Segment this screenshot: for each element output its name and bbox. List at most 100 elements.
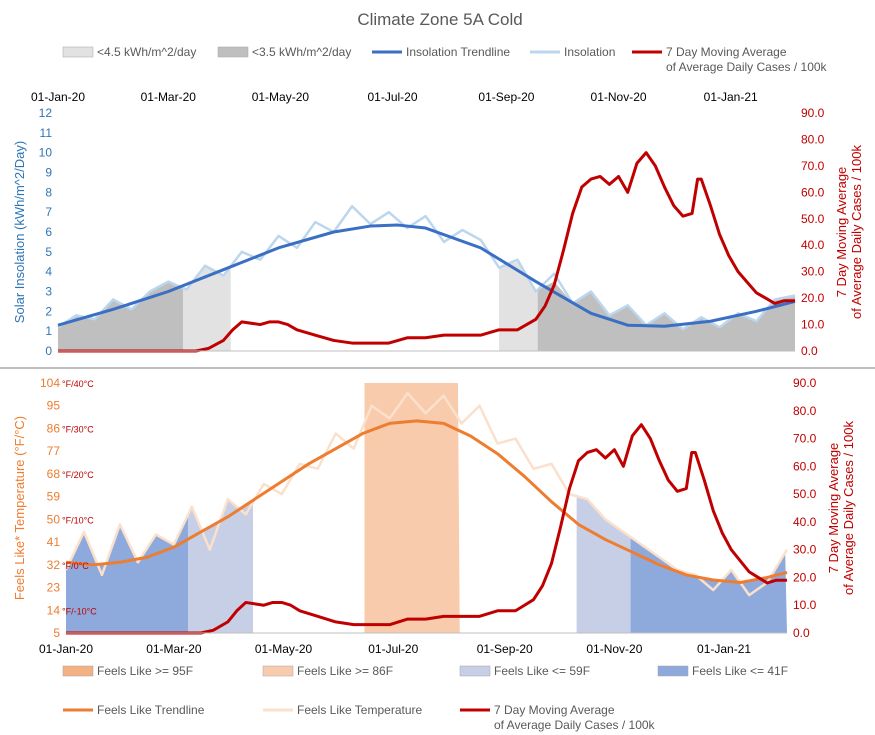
y-right-tick-1-9: 90.0 [793, 376, 817, 390]
x-tick-1-3: 01-Jul-20 [368, 642, 418, 656]
legend-label-0-1: <3.5 kWh/m^2/day [252, 45, 351, 59]
y-right-tick-0-1: 10.0 [801, 318, 825, 332]
y-left-tick-1-6: 59 [47, 490, 61, 504]
band-1-1 [188, 499, 253, 633]
bottom-panel: 5 14 23 32 41 50 59 68 77 86 95 104 °F/-10°C °F/0°C °F… [12, 376, 856, 656]
y-left-tick-0-10: 10 [39, 146, 53, 160]
top-legend: <4.5 kWh/m^2/day <3.5 kWh/m^2/day Insolati… [62, 45, 828, 74]
y-left-tick-0-8: 8 [45, 185, 52, 199]
legend-label-0-4: 7 Day Moving Average [666, 45, 787, 59]
band-1-0 [66, 514, 189, 633]
y-left-tick-1-8: 77 [47, 444, 61, 458]
celsius-label-2: °F/10°C [62, 515, 94, 525]
y-right-tick-1-5: 50.0 [793, 487, 817, 501]
y-right-tick-0-2: 20.0 [801, 291, 825, 305]
cases-moving-average-line-1 [66, 423, 787, 635]
y-left-tick-0-0: 0 [45, 344, 52, 358]
x-tick-0-6: 01-Jan-21 [704, 90, 758, 104]
y-left-tick-0-5: 5 [45, 245, 52, 259]
y-right-tick-0-4: 40.0 [801, 238, 825, 252]
y-left-tick-0-11: 11 [40, 126, 53, 140]
y-right-label-0-1: of Average Daily Cases / 100k [849, 145, 864, 319]
y-right-tick-0-8: 80.0 [801, 132, 825, 146]
top-panel: 01234567891011120.010.020.030.040.050.06… [12, 90, 864, 358]
y-right-tick-1-7: 70.0 [793, 432, 817, 446]
y-left-tick-1-3: 32 [47, 558, 61, 572]
legend-swatch-1-3 [657, 665, 689, 677]
y-left-tick-0-12: 12 [39, 106, 53, 120]
legend-label-1-5: Feels Like Temperature [297, 703, 423, 717]
legend-label2-1-6: of Average Daily Cases / 100k [494, 718, 656, 732]
y-right-label-1-0: 7 Day Moving Average [826, 443, 841, 574]
feels-like-line [64, 391, 789, 597]
y-right-tick-1-0: 0.0 [793, 626, 810, 640]
y-left-tick-1-7: 68 [47, 467, 61, 481]
y-left-tick-0-3: 3 [45, 285, 52, 299]
celsius-label-5: °F/40°C [62, 379, 94, 389]
y-right-tick-0-3: 30.0 [801, 265, 825, 279]
y-right-tick-1-1: 10.0 [793, 598, 817, 612]
x-tick-0-0: 01-Jan-20 [31, 90, 85, 104]
legend-swatch-0-0 [62, 46, 94, 58]
x-tick-1-4: 01-Sep-20 [477, 642, 533, 656]
y-left-tick-0-4: 4 [45, 265, 52, 279]
y-right-tick-0-7: 70.0 [801, 159, 825, 173]
celsius-label-0: °F/-10°C [62, 606, 97, 616]
y-right-tick-0-5: 50.0 [801, 212, 825, 226]
legend-label-1-2: Feels Like <= 59F [494, 664, 590, 678]
legend-swatch-1-1 [262, 665, 294, 677]
y-left-label-0: Solar Insolation (kWh/m^2/Day) [12, 141, 27, 323]
legend-label-0-0: <4.5 kWh/m^2/day [97, 45, 196, 59]
band-1-2 [364, 383, 460, 633]
legend-label-1-1: Feels Like >= 86F [297, 664, 393, 678]
chart-title: Climate Zone 5A Cold [357, 10, 522, 29]
x-tick-0-1: 01-Mar-20 [141, 90, 197, 104]
y-right-tick-1-8: 80.0 [793, 404, 817, 418]
y-left-tick-0-6: 6 [45, 225, 52, 239]
y-left-tick-1-9: 86 [47, 421, 61, 435]
legend-label-1-6: 7 Day Moving Average [494, 703, 615, 717]
legend-label2-0-4: of Average Daily Cases / 100k [666, 60, 828, 74]
feels-like-trendline [65, 419, 788, 584]
cases-moving-average-line-0 [58, 151, 795, 353]
y-right-tick-1-6: 60.0 [793, 459, 817, 473]
x-tick-0-3: 01-Jul-20 [367, 90, 417, 104]
legend-label-1-4: Feels Like Trendline [97, 703, 205, 717]
y-right-label-0-0: 7 Day Moving Average [834, 167, 849, 298]
celsius-label-1: °F/0°C [62, 561, 89, 571]
insolation-trendline [57, 223, 796, 328]
celsius-label-4: °F/30°C [62, 424, 94, 434]
y-left-label-1: Feels Like* Temperature (°F/°C) [12, 416, 27, 600]
y-right-tick-0-6: 60.0 [801, 185, 825, 199]
y-left-tick-0-2: 2 [45, 304, 52, 318]
y-left-tick-1-1: 14 [47, 603, 61, 617]
legend-swatch-0-1 [217, 46, 249, 58]
x-tick-0-2: 01-May-20 [252, 90, 310, 104]
y-right-label-1-1: of Average Daily Cases / 100k [841, 421, 856, 595]
y-right-tick-1-3: 30.0 [793, 543, 817, 557]
legend-swatch-1-2 [459, 665, 491, 677]
x-tick-0-5: 01-Nov-20 [591, 90, 647, 104]
x-tick-1-6: 01-Jan-21 [697, 642, 751, 656]
y-right-tick-1-4: 40.0 [793, 515, 817, 529]
x-tick-0-4: 01-Sep-20 [478, 90, 534, 104]
x-tick-1-0: 01-Jan-20 [39, 642, 93, 656]
band-0-0 [58, 281, 183, 351]
band-0-2 [499, 261, 538, 351]
y-left-tick-1-11: 104 [40, 376, 60, 390]
y-left-tick-1-4: 41 [47, 535, 61, 549]
y-left-tick-1-10: 95 [47, 399, 61, 413]
y-left-tick-1-2: 23 [47, 581, 61, 595]
band-0-1 [182, 265, 231, 351]
y-right-tick-1-2: 20.0 [793, 570, 817, 584]
x-tick-1-2: 01-May-20 [255, 642, 313, 656]
legend-label-0-3: Insolation [564, 45, 615, 59]
y-left-tick-1-5: 50 [47, 512, 61, 526]
y-left-tick-0-9: 9 [45, 166, 52, 180]
y-left-tick-0-7: 7 [45, 205, 52, 219]
legend-swatch-1-0 [62, 665, 94, 677]
y-right-tick-0-0: 0.0 [801, 344, 818, 358]
y-left-tick-0-1: 1 [45, 324, 52, 338]
celsius-label-3: °F/20°C [62, 470, 94, 480]
